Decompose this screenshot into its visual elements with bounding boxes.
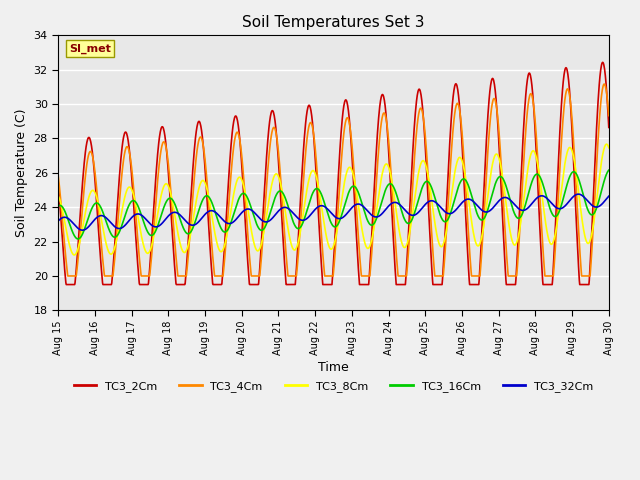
Line: TC3_2Cm: TC3_2Cm	[58, 62, 609, 285]
TC3_4Cm	[419, 108, 426, 114]
TC3_8Cm	[556, 196, 564, 202]
TC3_16Cm	[54, 203, 62, 209]
TC3_32Cm	[79, 228, 86, 233]
Legend: TC3_2Cm, TC3_4Cm, TC3_8Cm, TC3_16Cm, TC3_32Cm: TC3_2Cm, TC3_4Cm, TC3_8Cm, TC3_16Cm, TC3…	[69, 376, 598, 396]
TC3_8Cm	[603, 141, 611, 147]
TC3_32Cm	[284, 205, 292, 211]
TC3_2Cm	[271, 115, 278, 121]
TC3_16Cm	[556, 206, 564, 212]
TC3_8Cm	[70, 252, 78, 258]
TC3_2Cm	[419, 101, 426, 107]
TC3_4Cm	[556, 159, 564, 165]
TC3_2Cm	[177, 282, 184, 288]
TC3_4Cm	[54, 173, 62, 179]
TC3_2Cm	[509, 282, 516, 288]
Title: Soil Temperatures Set 3: Soil Temperatures Set 3	[243, 15, 425, 30]
TC3_4Cm	[177, 273, 184, 279]
Text: SI_met: SI_met	[69, 44, 111, 54]
X-axis label: Time: Time	[318, 361, 349, 374]
TC3_2Cm	[63, 282, 70, 288]
TC3_16Cm	[284, 203, 292, 209]
TC3_4Cm	[271, 125, 278, 131]
TC3_32Cm	[54, 218, 62, 224]
TC3_4Cm	[605, 113, 612, 119]
TC3_2Cm	[54, 180, 62, 186]
TC3_2Cm	[556, 122, 564, 128]
TC3_2Cm	[284, 282, 292, 288]
TC3_16Cm	[74, 236, 82, 242]
TC3_8Cm	[284, 226, 292, 231]
TC3_8Cm	[54, 193, 62, 199]
TC3_8Cm	[177, 241, 184, 247]
TC3_2Cm	[599, 60, 607, 65]
TC3_2Cm	[605, 125, 612, 131]
TC3_16Cm	[271, 196, 278, 202]
TC3_4Cm	[600, 81, 608, 87]
Line: TC3_4Cm: TC3_4Cm	[58, 84, 609, 276]
TC3_32Cm	[509, 200, 516, 205]
TC3_8Cm	[509, 240, 516, 246]
TC3_8Cm	[605, 145, 612, 151]
TC3_16Cm	[605, 167, 612, 173]
TC3_8Cm	[271, 172, 278, 178]
TC3_4Cm	[64, 273, 72, 279]
TC3_32Cm	[177, 212, 184, 218]
TC3_8Cm	[419, 158, 426, 164]
TC3_4Cm	[284, 273, 292, 279]
Line: TC3_32Cm: TC3_32Cm	[58, 194, 609, 230]
TC3_32Cm	[575, 191, 582, 197]
Line: TC3_16Cm: TC3_16Cm	[58, 170, 609, 239]
TC3_16Cm	[509, 206, 516, 212]
TC3_32Cm	[605, 193, 612, 199]
TC3_4Cm	[509, 273, 516, 279]
TC3_32Cm	[271, 213, 278, 218]
Y-axis label: Soil Temperature (C): Soil Temperature (C)	[15, 108, 28, 237]
TC3_32Cm	[556, 206, 564, 212]
TC3_16Cm	[419, 185, 426, 191]
TC3_16Cm	[177, 216, 184, 222]
Line: TC3_8Cm: TC3_8Cm	[58, 144, 609, 255]
TC3_32Cm	[419, 205, 426, 211]
